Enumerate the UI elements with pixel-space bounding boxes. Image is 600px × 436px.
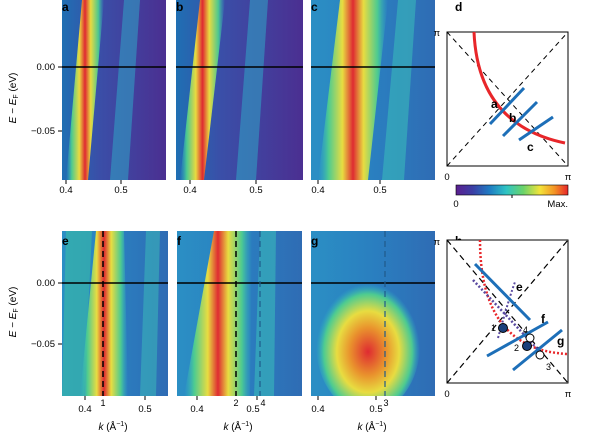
- panel-letter-g: g: [311, 234, 318, 248]
- y-axis-bottom: 0.00 −0.05: [31, 278, 62, 350]
- panel-letter-e: e: [62, 234, 69, 248]
- x-axis-bottom: 0.4 0.5 1 0.4 0.5 2 4 0.4 0.5 3: [78, 396, 389, 415]
- colorbar-max: Max.: [547, 199, 568, 210]
- pi-label-d-x: π: [565, 172, 572, 183]
- x-tick-f-04: 0.4: [190, 404, 203, 415]
- pi-label-d-y: π: [433, 28, 440, 39]
- panel-a: [62, 0, 166, 180]
- y-axis-label-bottom: E − EF (eV): [8, 287, 20, 338]
- cut-e: [473, 262, 532, 322]
- panel-letter-b: b: [176, 0, 183, 14]
- panel-g: [311, 231, 435, 396]
- y-tick-b-0: 0.00: [37, 278, 56, 289]
- colorbar: 0 Max.: [453, 184, 569, 210]
- x-tick-a-04: 0.4: [59, 185, 72, 196]
- y-axis-label-top: E − EF (eV): [8, 73, 20, 124]
- cut-b: [501, 100, 539, 138]
- cut-c: [518, 115, 554, 142]
- svg-text:k (Å−1): k (Å−1): [357, 420, 386, 433]
- x-tick-c-05: 0.5: [373, 185, 386, 196]
- panel-c: [311, 0, 435, 180]
- y-axis-top: 0.00 −0.05: [31, 62, 62, 137]
- panel-letter-c: c: [311, 0, 318, 14]
- pi-label-h-x: π: [565, 389, 572, 400]
- panel-letter-d: d: [455, 0, 462, 14]
- cut-g: [512, 328, 563, 372]
- x-tick-c-04: 0.4: [311, 185, 324, 196]
- point-2-label: 2: [514, 343, 519, 353]
- x-tick-f-05: 0.5: [246, 404, 259, 415]
- cut-a: [488, 86, 526, 126]
- point-4-marker: [525, 333, 535, 343]
- cut-label-e: e: [516, 280, 523, 294]
- zero-label-d: 0: [444, 172, 449, 183]
- cut-label-c: c: [527, 140, 534, 154]
- y-tick-b-neg005: −0.05: [31, 339, 55, 350]
- x-tick-a-05: 0.5: [114, 185, 127, 196]
- cut-f: [486, 320, 549, 358]
- panel-f: [177, 231, 302, 396]
- x-tick-e-04: 0.4: [78, 404, 91, 415]
- x-axis-top: 0.4 0.5 0.4 0.5 0.4 0.5: [59, 180, 387, 196]
- point-1-label: 1: [491, 323, 496, 333]
- marker-4-label: 4: [260, 398, 265, 408]
- cut-label-f: f: [541, 312, 546, 326]
- colorbar-min: 0: [453, 199, 458, 210]
- svg-text:E − EF (eV): E − EF (eV): [8, 73, 20, 124]
- point-3-label: 3: [546, 362, 551, 372]
- y-tick-neg005: −0.05: [31, 126, 55, 137]
- x-tick-g-04: 0.4: [311, 404, 324, 415]
- fermi-surface-h: [478, 239, 569, 356]
- x-tick-b-05: 0.5: [249, 185, 262, 196]
- svg-text:k (Å−1): k (Å−1): [98, 420, 127, 433]
- cut-label-a: a: [491, 97, 498, 111]
- panel-e: [62, 231, 168, 396]
- panel-h-brillouin-zone: h e f g 1 2 3 4 π 0 π: [433, 234, 571, 400]
- x-tick-g-05: 0.5: [369, 404, 382, 415]
- svg-text:E − EF (eV): E − EF (eV): [8, 287, 20, 338]
- point-2-marker: [522, 341, 532, 351]
- marker-3-label: 3: [383, 398, 388, 408]
- svg-text:k (Å−1): k (Å−1): [223, 420, 252, 433]
- pi-label-h-y: π: [433, 237, 440, 248]
- cut-label-b: b: [509, 111, 516, 125]
- marker-1-label: 1: [100, 398, 105, 408]
- point-1-marker: [498, 323, 508, 333]
- panel-d-brillouin-zone: d a b c π 0 π: [433, 0, 571, 183]
- x-tick-e-05: 0.5: [138, 404, 151, 415]
- x-axis-labels: k (Å−1) k (Å−1) k (Å−1): [98, 420, 386, 433]
- point-3-marker: [535, 350, 545, 360]
- x-tick-b-04: 0.4: [183, 185, 196, 196]
- point-4-label: 4: [523, 325, 528, 335]
- marker-2-label: 2: [233, 398, 238, 408]
- fermi-surface-d: [472, 31, 566, 145]
- y-tick-0: 0.00: [37, 62, 56, 73]
- zero-label-h: 0: [444, 389, 449, 400]
- panel-letter-a: a: [62, 0, 69, 14]
- cut-label-g: g: [557, 334, 564, 348]
- panel-b: [176, 0, 303, 180]
- panel-letter-f: f: [177, 234, 182, 248]
